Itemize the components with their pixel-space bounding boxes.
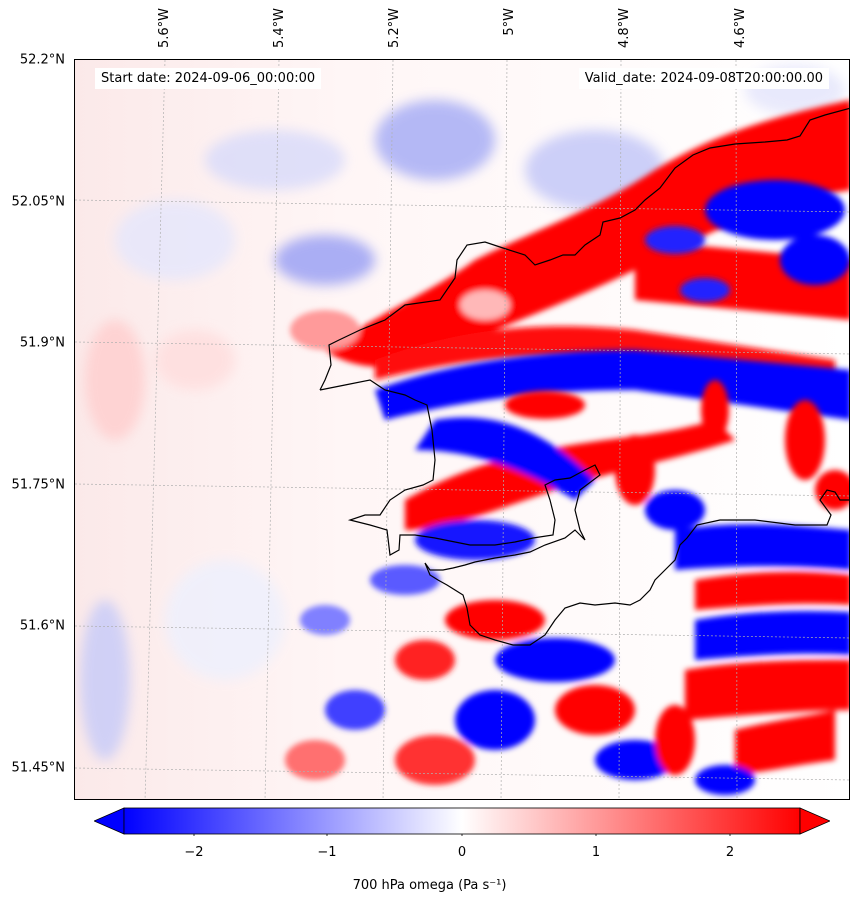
colorbar-min-extend bbox=[92, 807, 125, 835]
colorbar bbox=[92, 806, 832, 839]
lat-tick-51-6: 51.6°N bbox=[19, 618, 65, 634]
lon-tick-5-4w: 5.4°W bbox=[272, 8, 287, 49]
strong-ascent-band bbox=[375, 180, 849, 420]
lon-tick-5-2w: 5.2°W bbox=[387, 8, 402, 49]
graticule bbox=[75, 60, 849, 799]
colorbar-tick-2: 2 bbox=[725, 845, 735, 860]
colorbar-tick-neg2: −2 bbox=[184, 845, 204, 860]
map-panel bbox=[74, 59, 850, 800]
colorbar-label: 700 hPa omega (Pa s⁻¹) bbox=[352, 878, 507, 893]
valid-date-label: Valid_date: 2024-09-08T20:00:00.00 bbox=[578, 68, 829, 89]
lat-tick-51-75: 51.75°N bbox=[11, 477, 65, 493]
lat-tick-52-2: 52.2°N bbox=[19, 52, 65, 68]
lat-tick-52-05: 52.05°N bbox=[11, 194, 65, 210]
colorbar-tick-neg1: −1 bbox=[317, 845, 337, 860]
wave-bands bbox=[285, 380, 849, 795]
weak-ascent-patches bbox=[80, 65, 845, 760]
lon-tick-5-6w: 5.6°W bbox=[157, 8, 172, 49]
coastline bbox=[319, 107, 849, 646]
lat-tick-51-45: 51.45°N bbox=[11, 760, 65, 776]
colorbar-tick-1: 1 bbox=[591, 845, 601, 860]
omega-field bbox=[75, 60, 849, 799]
lon-tick-4-6w: 4.6°W bbox=[733, 8, 748, 49]
lat-tick-51-9: 51.9°N bbox=[19, 335, 65, 351]
colorbar-max-extend bbox=[799, 807, 832, 835]
colorbar-gradient bbox=[123, 807, 801, 835]
colorbar-tick-0: 0 bbox=[457, 845, 467, 860]
lon-tick-5w: 5°W bbox=[502, 8, 517, 36]
lon-tick-4-8w: 4.8°W bbox=[617, 8, 632, 49]
start-date-label: Start date: 2024-09-06_00:00:00 bbox=[95, 68, 322, 89]
